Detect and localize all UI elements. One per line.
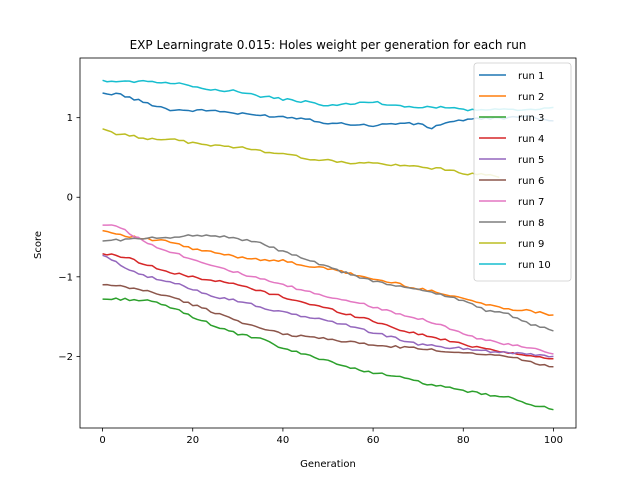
legend-label: run 5 — [518, 155, 544, 166]
series-line-run-6 — [102, 283, 554, 368]
x-tick-label: 0 — [99, 435, 105, 446]
legend-label: run 8 — [518, 218, 544, 229]
series-line-run-7 — [102, 224, 554, 355]
plot-frame — [79, 57, 577, 429]
y-tick-label: 0 — [67, 193, 73, 204]
y-axis-label: Score — [33, 231, 44, 259]
series-line-run-9 — [102, 128, 500, 179]
y-tick-label: 1 — [67, 113, 73, 124]
x-tick-label: 40 — [277, 435, 290, 446]
series-line-run-2 — [102, 229, 554, 316]
x-tick-label: 80 — [457, 435, 470, 446]
x-tick-label: 20 — [186, 435, 199, 446]
legend-label: run 2 — [518, 92, 544, 103]
x-axis-label: Generation — [300, 459, 356, 470]
legend-label: run 10 — [518, 260, 551, 271]
ticks-layer: 0 20 40 60 80 100 −2 −1 0 1 — [58, 113, 563, 446]
y-tick-label: −1 — [58, 272, 73, 283]
y-tick-label: −2 — [58, 352, 73, 363]
legend-label: run 6 — [518, 176, 544, 187]
legend-label: run 1 — [518, 71, 544, 82]
legend-label: run 9 — [518, 239, 544, 250]
series-line-run-5 — [102, 254, 554, 358]
series-line-run-8 — [102, 234, 554, 332]
legend-label: run 3 — [518, 113, 544, 124]
legend: run 1 run 2 run 3 run 4 run 5 run 6 run 7 run 8… — [473, 62, 572, 282]
series-line-run-3 — [102, 297, 554, 411]
chart-title: EXP Learningrate 0.015: Holes weight per… — [130, 38, 527, 52]
legend-label: run 7 — [518, 197, 544, 208]
x-tick-label: 100 — [544, 435, 563, 446]
series-line-run-4 — [102, 253, 554, 360]
legend-label: run 4 — [518, 134, 544, 145]
x-tick-label: 60 — [367, 435, 380, 446]
